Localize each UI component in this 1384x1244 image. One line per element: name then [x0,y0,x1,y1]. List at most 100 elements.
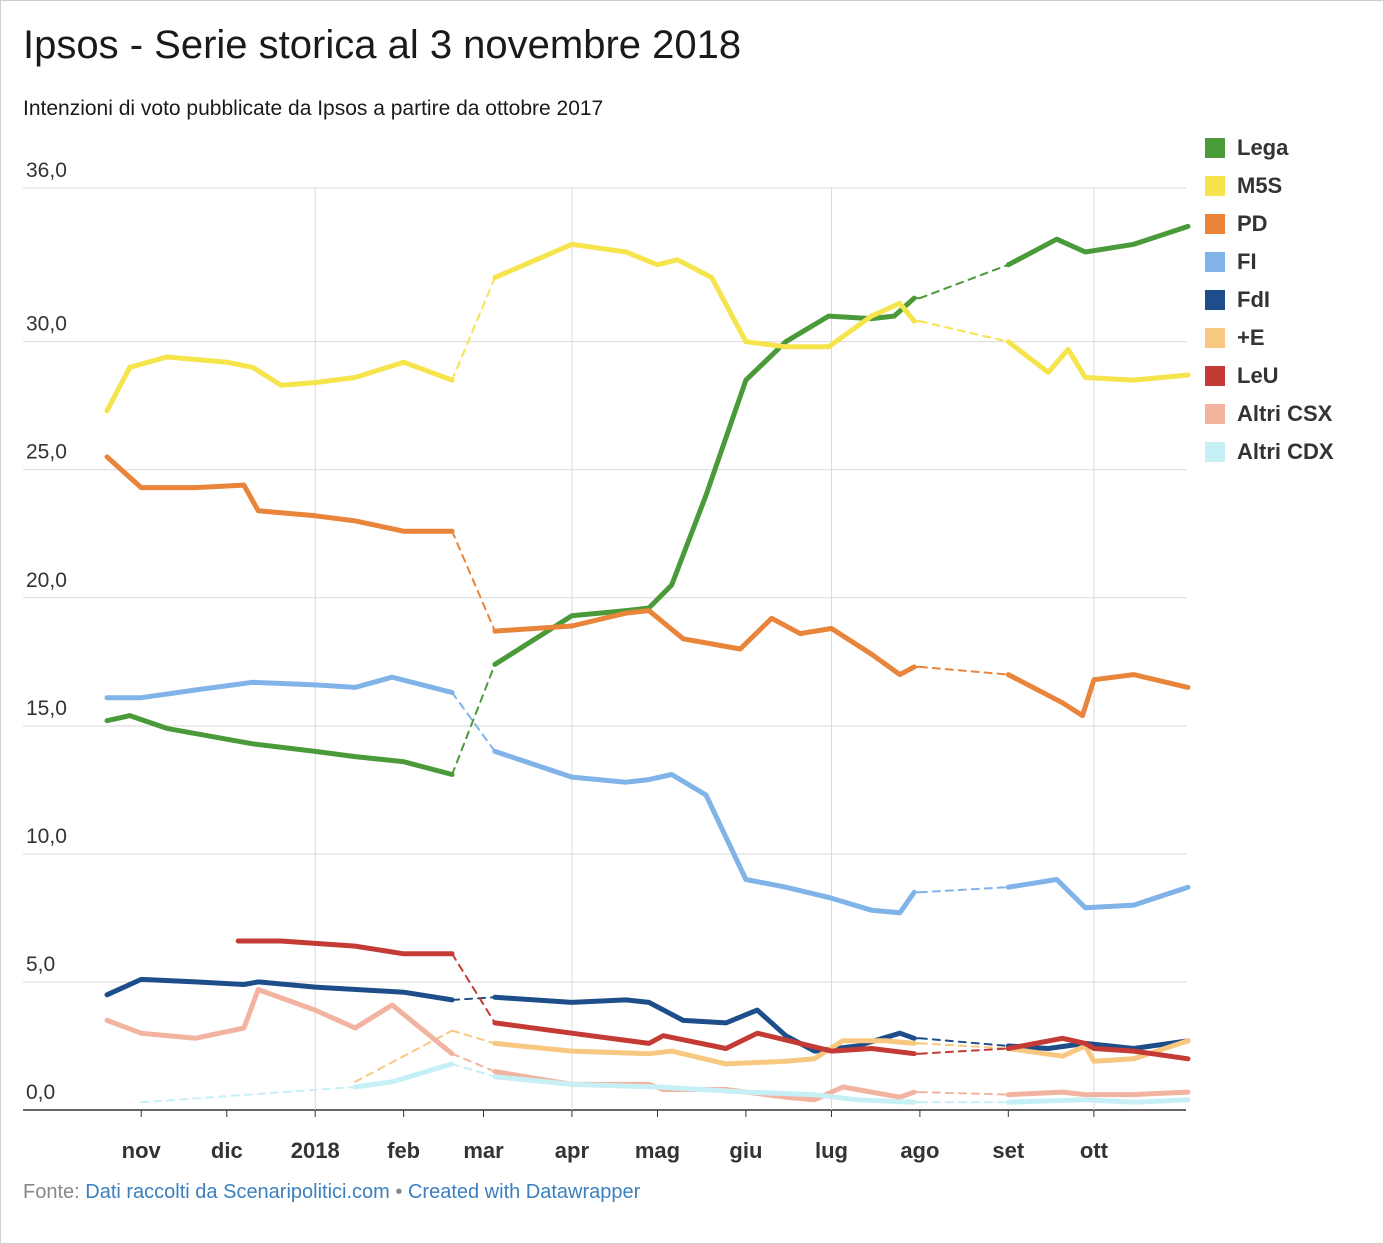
series-line [492,1020,917,1057]
series-line [104,454,455,534]
legend-label: FI [1237,249,1257,274]
series-gap-line [918,665,1010,676]
x-tick-label: nov [122,1138,162,1163]
series-gap-line [918,1037,1010,1047]
series-line [1005,672,1191,719]
series-gap-line [918,320,1010,343]
series-line [104,976,455,1003]
y-tick-label: 30,0 [26,313,67,336]
series-line [492,748,917,916]
credit-link[interactable]: Created with Datawrapper [407,1181,641,1203]
series-gap-line [918,886,1010,894]
x-tick-label: giu [729,1138,762,1163]
y-tick-label: 25,0 [26,441,67,464]
series-gap-line [451,276,496,382]
legend-swatch [1205,252,1225,272]
x-tick-label: mag [635,1138,680,1163]
legend-swatch [1205,366,1225,386]
legend-swatch [1205,176,1225,196]
series-line [492,1038,917,1067]
legend-item: Altri CDX [1205,433,1334,471]
x-tick-label: 2018 [291,1138,340,1163]
y-tick-label: 36,0 [26,159,67,182]
series-fdi [104,976,1191,1054]
chart-subtitle: Intenzioni di voto pubblicate da Ipsos a… [23,97,604,120]
legend-label: Altri CSX [1237,401,1333,426]
series-gap-line [451,530,496,633]
legend-swatch [1205,214,1225,234]
y-tick-label: 0,0 [26,1081,55,1104]
series-line [492,608,917,678]
legend-label: +E [1237,325,1265,350]
series--e [354,1029,1191,1083]
legend-swatch [1205,404,1225,424]
series-gap-line [451,952,496,1024]
series-line [1005,1097,1191,1105]
series-gap-line [354,1029,454,1083]
y-tick-label: 10,0 [26,825,67,848]
series-line [492,295,917,667]
series-line [1005,877,1191,911]
x-tick-label: apr [555,1138,590,1163]
series-line [352,1061,455,1090]
legend-label: PD [1237,211,1268,236]
x-tick-label: dic [211,1138,243,1163]
series-line [492,994,917,1054]
grid-lines [23,187,1186,1111]
series-line [1005,1035,1191,1062]
series-lega [104,223,1191,777]
series-line [104,354,455,414]
legend-label: LeU [1237,363,1279,388]
series-gap-line [451,663,496,776]
x-tick-label: lug [815,1138,848,1163]
series-line [492,1074,917,1105]
series-line [104,674,455,701]
footer-prefix: Fonte: [23,1181,80,1203]
series-pd [104,454,1191,719]
series-gap-line [451,1029,496,1045]
legend-item: M5S [1205,167,1334,205]
series-line [104,987,455,1057]
y-axis-ticks: 0,0 5,0 10,0 15,0 20,0 25,0 30,0 36,0 [26,159,67,1104]
series-gap-line [451,1052,496,1073]
y-tick-label: 15,0 [26,697,67,720]
series-gap-line [918,1042,1010,1050]
series-line [1005,1089,1191,1098]
series-line [104,713,455,777]
series-line [1005,223,1191,268]
source-link[interactable]: Dati raccolti da Scenaripolitici.com [85,1181,390,1203]
legend-item: FI [1205,243,1334,281]
legend-swatch [1205,290,1225,310]
footer-separator: • [395,1181,403,1203]
legend: Lega M5S PD FI FdI +E LeU Altri CSX Altri CDX [1205,129,1334,471]
legend-label: Lega [1237,135,1289,160]
series-gap-line [918,1047,1010,1055]
y-tick-label: 20,0 [26,569,67,592]
footer: Fonte: Dati raccolti da Scenaripolitici.… [23,1181,640,1204]
series-line [1005,339,1191,383]
legend-label: Altri CDX [1237,439,1334,464]
series-leu [235,938,1191,1062]
series-line [492,241,917,350]
legend-swatch [1205,138,1225,158]
legend-item: LeU [1205,357,1334,395]
series-line [492,1069,917,1103]
legend-label: M5S [1237,173,1283,198]
x-tick-label: ago [900,1138,939,1163]
series-altri-cdx [140,1061,1191,1105]
legend-item: FdI [1205,281,1334,319]
x-tick-label: ott [1080,1138,1109,1163]
legend-swatch [1205,442,1225,462]
series-line [1005,1038,1191,1064]
x-tick-label: feb [387,1138,420,1163]
series-gap-line [451,1062,496,1078]
chart-title: Ipsos - Serie storica al 3 novembre 2018 [23,23,742,67]
series-gap-line [140,1086,357,1104]
legend-item: PD [1205,205,1334,243]
series-line [235,938,455,957]
x-tick-label: set [992,1138,1024,1163]
x-tick-label: mar [463,1138,504,1163]
legend-label: FdI [1237,287,1270,312]
